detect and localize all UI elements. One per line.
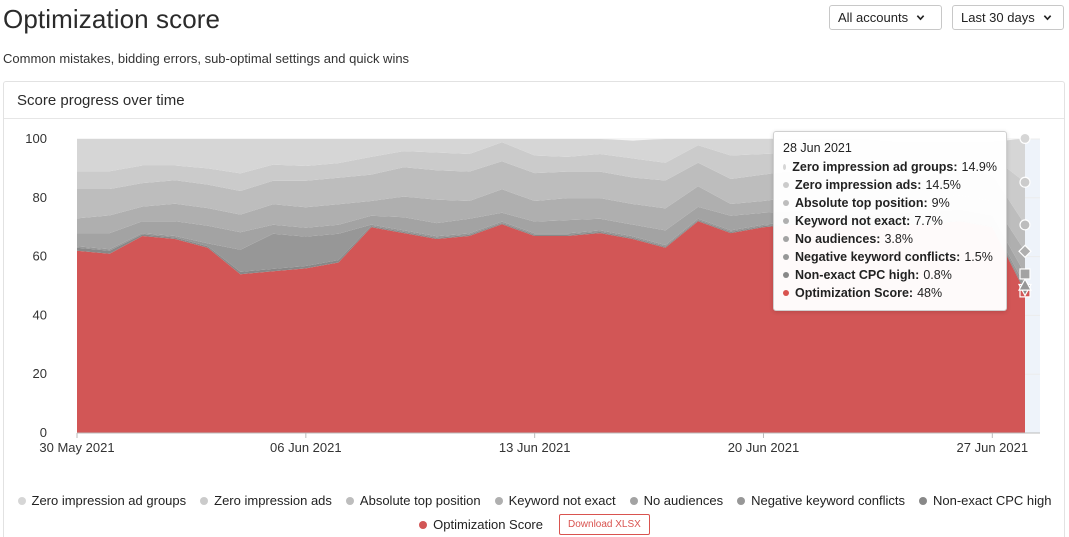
legend-item-zero-impression-ads[interactable]: Zero impression ads xyxy=(200,493,332,508)
chevron-down-icon xyxy=(916,15,925,21)
accounts-dropdown[interactable]: All accounts xyxy=(829,5,942,30)
tooltip-rows: Zero impression ad groups: 14.9% Zero impr… xyxy=(783,158,997,302)
tooltip-dot xyxy=(783,290,789,296)
tooltip-row: Negative keyword conflicts: 1.5% xyxy=(783,248,997,266)
tooltip-series-name: Non-exact CPC high: xyxy=(795,268,920,282)
area-negative-keyword-conflicts[interactable] xyxy=(77,218,1025,290)
hover-marker xyxy=(1018,244,1032,259)
period-dropdown-label: Last 30 days xyxy=(961,10,1035,25)
chart-legend-row-2: Optimization Score Download XLSX xyxy=(0,514,1069,535)
y-tick-label: 80 xyxy=(33,190,47,205)
page-subtitle: Common mistakes, bidding errors, sub-opt… xyxy=(3,51,410,66)
accounts-dropdown-label: All accounts xyxy=(838,10,909,25)
legend-dot xyxy=(629,496,638,505)
tooltip-series-value: 14.5% xyxy=(925,178,961,192)
tooltip-dot xyxy=(783,164,787,170)
legend-label: Zero impression ad groups xyxy=(31,493,187,508)
legend-label: Absolute top position xyxy=(359,493,481,508)
tooltip-series-value: 0.8% xyxy=(923,268,952,282)
legend-item-optimization-score[interactable]: Optimization Score xyxy=(419,517,543,532)
tooltip-series-value: 7.7% xyxy=(914,214,943,228)
tooltip-row: No audiences: 3.8% xyxy=(783,230,997,248)
legend-item-absolute-top-position[interactable]: Absolute top position xyxy=(345,493,481,508)
legend-dot xyxy=(200,496,209,505)
tooltip-series-name: Zero impression ad groups: xyxy=(792,160,958,174)
legend-dot xyxy=(17,496,26,505)
tooltip-series-name: Absolute top position: xyxy=(795,196,928,210)
hover-band xyxy=(1025,139,1040,433)
legend-label: No audiences xyxy=(643,493,724,508)
tooltip-dot xyxy=(783,182,789,188)
tooltip-dot xyxy=(783,200,789,206)
legend-item-negative-keyword-conflicts[interactable]: Negative keyword conflicts xyxy=(737,493,905,508)
tooltip-dot xyxy=(783,236,789,242)
tooltip-dot xyxy=(783,218,789,224)
tooltip-series-value: 48% xyxy=(917,286,943,300)
legend-dot xyxy=(918,496,927,505)
legend-dot xyxy=(345,496,354,505)
x-tick-label: 06 Jun 2021 xyxy=(270,440,342,455)
chart-axes: 0 20 40 60 80 100 30 May 2021 06 Jun 2021 13 Jun… xyxy=(25,131,1040,455)
tooltip-series-name: Keyword not exact: xyxy=(795,214,911,228)
tooltip-series-name: Optimization Score: xyxy=(795,286,914,300)
card-title: Score progress over time xyxy=(17,91,185,109)
legend-label: Optimization Score xyxy=(433,517,543,532)
tooltip-dot xyxy=(783,272,789,278)
page-title: Optimization score xyxy=(3,4,221,34)
tooltip-row: Non-exact CPC high: 0.8% xyxy=(783,266,997,284)
legend-label: Zero impression ads xyxy=(214,493,332,508)
tooltip-series-name: Zero impression ads: xyxy=(795,178,922,192)
tooltip-series-value: 14.9% xyxy=(961,160,997,174)
tooltip-date: 28 Jun 2021 xyxy=(783,141,852,155)
hover-marker xyxy=(1017,277,1033,291)
tooltip-series-value: 1.5% xyxy=(964,250,993,264)
legend-label: Non-exact CPC high xyxy=(932,493,1052,508)
tooltip-row: Keyword not exact: 7.7% xyxy=(783,212,997,230)
tooltip-series-name: No audiences: xyxy=(795,232,881,246)
legend-label: Negative keyword conflicts xyxy=(751,493,905,508)
x-tick-label: 13 Jun 2021 xyxy=(499,440,571,455)
tooltip-row: Optimization Score: 48% xyxy=(783,284,997,302)
chart-tooltip: 28 Jun 2021 Zero impression ad groups: 14… xyxy=(773,131,1007,311)
x-tick-label: 20 Jun 2021 xyxy=(728,440,800,455)
tooltip-series-value: 3.8% xyxy=(884,232,913,246)
tooltip-row: Absolute top position: 9% xyxy=(783,194,997,212)
legend-item-no-audiences[interactable]: No audiences xyxy=(629,493,724,508)
legend-dot xyxy=(494,496,503,505)
tooltip-row: Zero impression ads: 14.5% xyxy=(783,176,997,194)
x-tick-label: 30 May 2021 xyxy=(39,440,114,455)
legend-item-non-exact-cpc-high[interactable]: Non-exact CPC high xyxy=(918,493,1052,508)
x-tick-label: 27 Jun 2021 xyxy=(957,440,1029,455)
y-tick-label: 100 xyxy=(25,131,47,146)
legend-dot xyxy=(737,496,746,505)
hover-marker xyxy=(1019,219,1031,231)
tooltip-row: Zero impression ad groups: 14.9% xyxy=(783,158,997,176)
tooltip-series-name: Negative keyword conflicts: xyxy=(795,250,961,264)
period-dropdown[interactable]: Last 30 days xyxy=(952,5,1064,30)
chevron-down-icon xyxy=(1043,15,1051,21)
tooltip-dot xyxy=(783,254,789,260)
legend-item-zero-impression-ad-groups[interactable]: Zero impression ad groups xyxy=(17,493,187,508)
y-tick-label: 20 xyxy=(33,366,47,381)
download-xlsx-button[interactable]: Download XLSX xyxy=(559,514,650,535)
y-tick-label: 60 xyxy=(33,249,47,264)
hover-marker xyxy=(1019,132,1031,145)
y-tick-label: 40 xyxy=(33,307,47,322)
legend-item-keyword-not-exact[interactable]: Keyword not exact xyxy=(494,493,616,508)
y-tick-label: 0 xyxy=(40,425,47,440)
hover-marker xyxy=(1019,176,1031,188)
hover-marker xyxy=(1019,268,1031,280)
chart-legend: Zero impression ad groups Zero impression… xyxy=(0,493,1069,508)
hover-markers xyxy=(1017,132,1033,298)
tooltip-series-value: 9% xyxy=(931,196,950,210)
card-header: Score progress over time xyxy=(4,82,1064,119)
legend-dot xyxy=(419,520,428,529)
legend-label: Keyword not exact xyxy=(508,493,616,508)
